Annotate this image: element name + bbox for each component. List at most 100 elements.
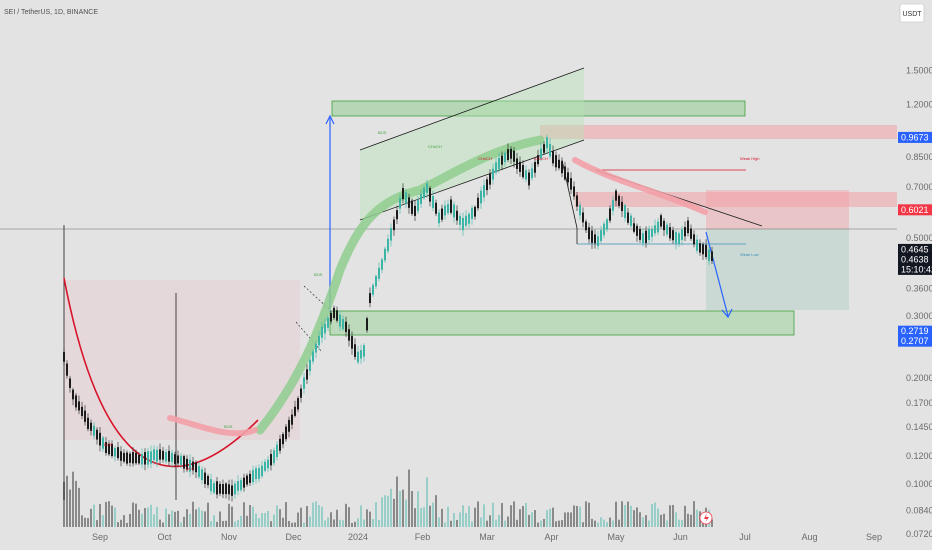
- bos-label-4: BOS: [104, 442, 113, 447]
- volume-bar: [549, 508, 551, 527]
- y-tick-label: 0.5000: [906, 233, 932, 243]
- volume-bar: [669, 505, 671, 527]
- volume-bar: [228, 503, 230, 527]
- volume-bar: [591, 518, 593, 527]
- weak-high-label: Weak High: [740, 156, 760, 161]
- volume-bar: [315, 501, 317, 527]
- volume-bar: [426, 477, 428, 527]
- currency-button[interactable]: USDT: [899, 3, 925, 23]
- volume-bar: [63, 481, 65, 527]
- candle-body: [321, 326, 323, 338]
- candle-body: [165, 452, 167, 462]
- svg-text:0.4645: 0.4645: [901, 244, 929, 254]
- candle-body: [294, 406, 296, 416]
- candle-body: [492, 168, 494, 180]
- volume-bar: [90, 508, 92, 527]
- volume-bar: [117, 522, 119, 527]
- x-tick-label: Mar: [479, 532, 495, 542]
- candle-body: [630, 215, 632, 226]
- volume-bar: [288, 520, 290, 527]
- candle-body: [606, 219, 608, 230]
- candle-body: [591, 230, 593, 243]
- candle-body: [222, 484, 224, 495]
- volume-bar: [156, 507, 158, 527]
- volume-bar: [351, 522, 353, 527]
- candle-body: [387, 238, 389, 252]
- y-tick-label: 1.2000: [906, 100, 932, 110]
- candle-body: [480, 190, 482, 204]
- x-tick-label: Sep: [866, 532, 882, 542]
- candle-body: [252, 470, 254, 483]
- volume-bar: [546, 510, 548, 527]
- volume-bar: [540, 520, 542, 527]
- volume-bar: [711, 519, 713, 527]
- candle-body: [177, 455, 179, 464]
- volume-bar: [141, 513, 143, 527]
- volume-bar: [702, 520, 704, 527]
- candle-body: [198, 466, 200, 477]
- time-axis[interactable]: Sep Oct Nov Dec 2024 Feb Mar Apr May Jun Jul Aug Sep: [92, 532, 882, 542]
- volume-bar: [492, 502, 494, 527]
- y-tick-label: 0.2000: [906, 373, 932, 383]
- volume-bar: [606, 522, 608, 527]
- annotations-layer: Weak High Weak Low CHoCH CHoCH CHoCH BOS…: [104, 130, 760, 471]
- volume-bar: [138, 509, 140, 527]
- volume-bar: [336, 509, 338, 527]
- candle-body: [186, 458, 188, 470]
- volume-bar: [204, 511, 206, 527]
- candle-body: [342, 319, 344, 330]
- candle-body: [636, 225, 638, 236]
- candle-body: [216, 481, 218, 495]
- volume-bar: [468, 506, 470, 527]
- candles-layer: [63, 134, 713, 502]
- candle-body: [486, 179, 488, 191]
- candle-body: [276, 444, 278, 457]
- candle-body: [474, 206, 476, 217]
- candle-body: [99, 432, 101, 446]
- candle-body: [540, 148, 542, 159]
- volume-bar: [471, 521, 473, 527]
- price-tag: 0.4638: [898, 253, 932, 265]
- candle-body: [102, 437, 104, 449]
- candle-body: [561, 161, 563, 174]
- lightning-icon[interactable]: [699, 511, 713, 525]
- candle-body: [351, 336, 353, 349]
- volume-bar: [657, 508, 659, 527]
- candle-body: [66, 363, 68, 376]
- candle-body: [339, 314, 341, 327]
- volume-bar: [495, 519, 497, 527]
- volume-bar: [639, 512, 641, 527]
- candle-body: [558, 159, 560, 169]
- candle-body: [90, 422, 92, 431]
- price-axis[interactable]: 1.5000 1.2000 0.8500 0.7000 0.5000 0.3600 0.30…: [906, 65, 932, 539]
- candle-body: [642, 233, 644, 244]
- volume-bar: [306, 506, 308, 527]
- volume-bar: [165, 508, 167, 527]
- x-tick-label: Jun: [673, 532, 688, 542]
- volume-bar: [348, 507, 350, 527]
- volume-bar: [255, 513, 257, 527]
- weak-low-label: Weak Low: [740, 252, 759, 257]
- candle-body: [708, 249, 710, 261]
- volume-bar: [267, 510, 269, 527]
- volume-bar: [210, 521, 212, 527]
- candle-body: [183, 456, 185, 469]
- candle-body: [657, 221, 659, 233]
- volume-bar: [75, 480, 77, 527]
- candle-body: [438, 212, 440, 224]
- volume-bar: [588, 502, 590, 527]
- volume-bar: [537, 522, 539, 527]
- volume-bar: [693, 501, 695, 527]
- volume-bar: [609, 517, 611, 527]
- candle-body: [417, 199, 419, 212]
- candle-body: [288, 419, 290, 432]
- volume-bar: [174, 511, 176, 527]
- candle-body: [393, 219, 395, 231]
- price-tag: 0.2707: [898, 335, 932, 347]
- volume-bar: [408, 469, 410, 527]
- volume-bar: [252, 506, 254, 527]
- currency-label[interactable]: USDT: [902, 11, 922, 18]
- volume-bar: [474, 507, 476, 527]
- candle-body: [624, 205, 626, 218]
